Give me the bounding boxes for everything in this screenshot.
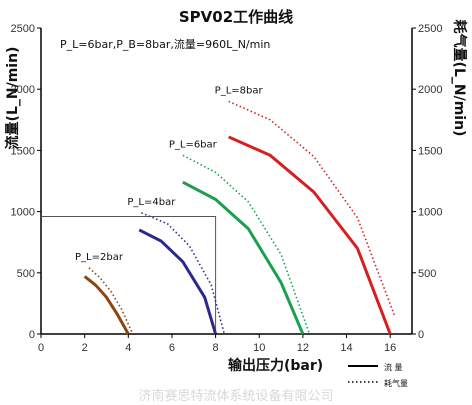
y-tick-label-left: 2500 — [11, 23, 35, 35]
y-tick-label-left: 500 — [17, 268, 35, 280]
legend-consumption-label: 耗气量 — [384, 378, 408, 388]
flow-curve-2bar — [83, 275, 130, 335]
flow-curve-4bar — [138, 228, 218, 335]
consumption-curve-8bar — [228, 100, 396, 316]
y-tick-label-right: 1000 — [418, 207, 442, 219]
series-label-2bar: P_L=2bar — [75, 252, 124, 263]
consumption-curve-2bar — [88, 267, 134, 335]
x-tick-label: 10 — [253, 342, 265, 354]
y-tick-label-left: 0 — [29, 329, 35, 341]
reference-line — [41, 215, 217, 334]
legend-flow-label: 流 量 — [384, 362, 403, 372]
y-tick-label-right: 500 — [418, 268, 436, 280]
x-tick-label: 12 — [297, 342, 309, 354]
x-tick-label: 2 — [82, 342, 88, 354]
watermark-text: 济南赛思特流体系统设备有限公司 — [138, 388, 333, 404]
x-tick-label: 16 — [384, 342, 396, 354]
y-tick-label-right: 2000 — [418, 84, 442, 96]
flow-curve-6bar — [182, 180, 305, 335]
chart-title: SPV02工作曲线 — [179, 8, 293, 26]
y-tick-label-right: 1500 — [418, 145, 442, 157]
y-axis-right-label: 耗气量(L_N/min) — [451, 20, 468, 137]
y-tick-label-right: 2500 — [418, 23, 442, 35]
consumption-curve-4bar — [141, 212, 226, 335]
x-tick-label: 4 — [125, 342, 131, 354]
y-tick-label-left: 1500 — [11, 145, 35, 157]
y-axis-left-label: 流量(L_N/min) — [4, 47, 21, 150]
x-tick-label: 0 — [38, 342, 44, 354]
y-tick-label-right: 0 — [418, 329, 424, 341]
y-tick-label-left: 1000 — [11, 207, 35, 219]
flow-curve-8bar — [228, 135, 392, 335]
x-axis-label: 输出压力(bar) — [228, 357, 323, 374]
x-tick-label: 14 — [340, 342, 352, 354]
x-tick-label: 8 — [213, 342, 219, 354]
x-tick-label: 6 — [169, 342, 175, 354]
series-label-4bar: P_L=4bar — [127, 197, 176, 208]
chart-subtitle: P_L=6bar,P_B=8bar,流量=960L_N/min — [60, 37, 270, 51]
series-label-6bar: P_L=6bar — [169, 139, 218, 150]
consumption-curve-6bar — [182, 154, 311, 335]
y-tick-label-left: 2000 — [11, 84, 35, 96]
series-label-8bar: P_L=8bar — [215, 85, 264, 96]
